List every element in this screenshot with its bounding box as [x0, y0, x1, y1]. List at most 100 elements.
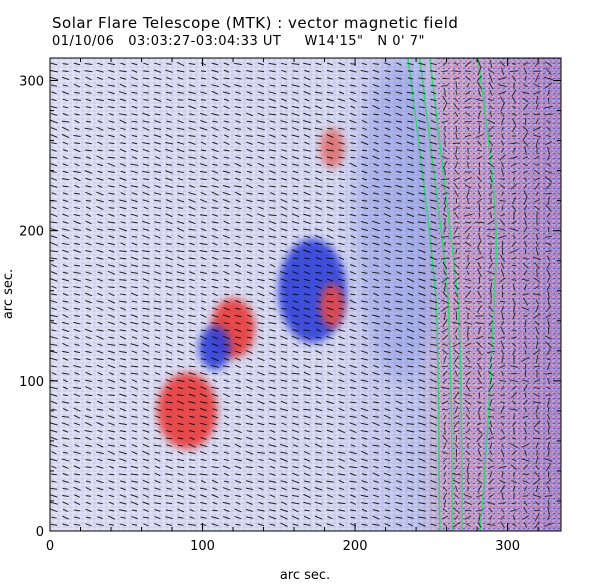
field-vector — [453, 103, 460, 111]
field-vector — [338, 221, 345, 224]
field-vector — [154, 120, 161, 124]
field-vector — [96, 213, 104, 217]
field-vector — [188, 401, 196, 404]
field-vector — [50, 336, 58, 340]
field-vector — [454, 169, 459, 175]
field-vector — [61, 321, 70, 325]
field-vector — [223, 371, 230, 376]
field-vector — [338, 350, 345, 354]
field-vector — [440, 184, 450, 189]
field-vector — [443, 421, 447, 427]
field-vector — [304, 422, 310, 426]
field-vector — [292, 494, 299, 498]
field-vector — [500, 262, 505, 269]
field-vector — [177, 84, 184, 88]
field-vector — [166, 127, 172, 130]
field-vector — [62, 63, 69, 65]
field-vector — [108, 401, 115, 404]
field-vector — [406, 257, 415, 260]
field-vector — [234, 487, 242, 490]
field-vector — [430, 487, 437, 490]
field-vector — [73, 177, 81, 182]
field-vector — [361, 119, 368, 124]
field-vector — [373, 91, 379, 95]
field-vector — [50, 393, 58, 397]
field-vector — [177, 372, 184, 376]
field-vector — [291, 134, 300, 138]
field-vector — [303, 134, 311, 138]
field-vector — [246, 458, 253, 462]
field-vector — [292, 156, 299, 160]
field-vector — [165, 170, 173, 174]
field-vector — [533, 126, 541, 132]
field-vector — [338, 171, 345, 173]
field-vector — [143, 523, 149, 527]
field-vector — [454, 307, 459, 311]
field-vector — [326, 149, 334, 152]
field-vector — [545, 335, 552, 340]
field-vector — [291, 515, 300, 520]
field-vector — [545, 61, 552, 67]
field-vector — [544, 76, 553, 81]
field-vector — [292, 364, 299, 369]
field-vector — [200, 358, 207, 361]
field-vector — [326, 192, 334, 195]
field-vector — [280, 177, 288, 181]
field-vector — [188, 393, 196, 397]
field-vector — [430, 523, 437, 526]
field-vector — [384, 342, 391, 347]
field-vector — [50, 415, 58, 419]
field-vector — [50, 429, 58, 433]
field-vector — [50, 458, 58, 462]
field-vector — [499, 300, 506, 303]
field-vector — [199, 335, 208, 340]
field-vector — [292, 466, 299, 469]
field-vector — [534, 365, 540, 368]
field-vector — [211, 458, 219, 462]
field-vector — [383, 321, 392, 325]
field-vector — [429, 415, 438, 419]
field-vector — [154, 321, 161, 325]
field-vector — [62, 271, 69, 274]
field-vector — [465, 350, 471, 354]
field-vector — [547, 506, 550, 515]
field-vector — [533, 205, 541, 211]
field-vector — [338, 149, 345, 152]
field-vector — [142, 307, 150, 310]
field-vector — [212, 292, 218, 297]
field-vector — [315, 163, 322, 166]
field-vector — [372, 408, 380, 411]
field-vector — [453, 420, 460, 428]
field-vector — [258, 393, 264, 397]
field-vector — [534, 429, 540, 434]
field-vector — [444, 168, 446, 176]
field-vector — [303, 62, 311, 66]
field-vector — [454, 111, 459, 118]
field-vector — [314, 443, 323, 448]
field-vector — [96, 163, 104, 167]
field-vector — [476, 304, 483, 313]
field-vector — [478, 276, 481, 284]
field-vector — [292, 98, 299, 102]
field-vector — [384, 228, 391, 231]
field-vector — [418, 379, 426, 383]
field-vector — [268, 278, 277, 282]
field-vector — [108, 207, 115, 209]
field-vector — [176, 508, 185, 513]
field-vector — [269, 256, 276, 261]
field-vector — [61, 228, 70, 232]
field-vector — [511, 458, 517, 462]
field-vector — [246, 163, 253, 167]
field-vector — [430, 213, 437, 217]
field-vector — [85, 177, 92, 181]
field-vector — [443, 355, 447, 363]
field-vector — [327, 516, 333, 520]
field-vector — [166, 98, 172, 102]
field-vector — [119, 134, 127, 138]
field-vector — [131, 423, 138, 425]
field-vector — [84, 264, 93, 267]
field-vector — [303, 501, 311, 505]
field-vector — [291, 306, 300, 311]
field-vector — [257, 141, 265, 145]
field-vector — [85, 343, 92, 347]
